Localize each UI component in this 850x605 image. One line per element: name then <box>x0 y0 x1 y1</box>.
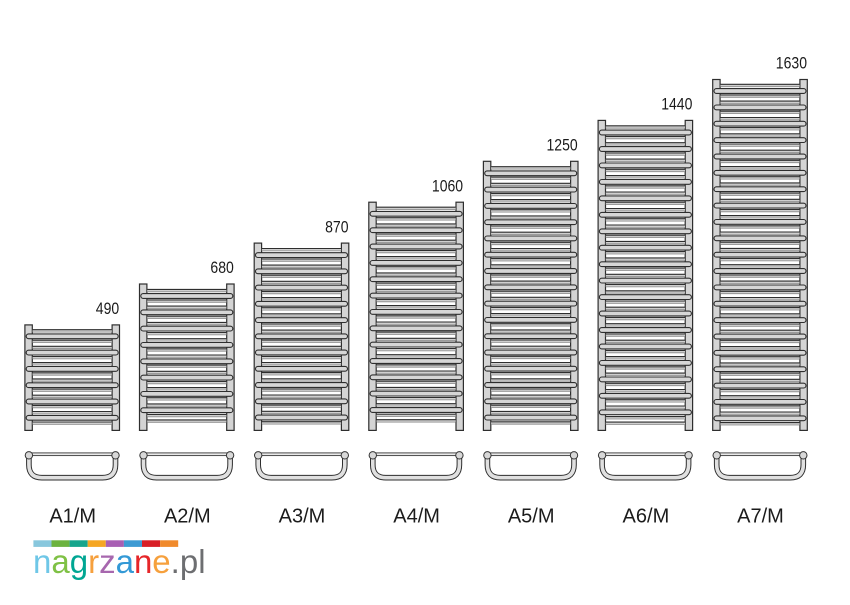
svg-text:A7/M: A7/M <box>737 506 784 528</box>
svg-text:A3/M: A3/M <box>279 506 326 528</box>
svg-text:A2/M: A2/M <box>164 506 211 528</box>
svg-text:A6/M: A6/M <box>623 506 670 528</box>
svg-text:1250: 1250 <box>547 136 578 155</box>
svg-text:A1/M: A1/M <box>49 506 96 528</box>
svg-text:1440: 1440 <box>661 95 692 114</box>
svg-text:680: 680 <box>210 258 233 277</box>
svg-text:870: 870 <box>325 217 348 236</box>
svg-text:1630: 1630 <box>776 54 807 73</box>
svg-text:490: 490 <box>96 299 119 318</box>
svg-text:A5/M: A5/M <box>508 506 555 528</box>
svg-text:nagrzane.pl: nagrzane.pl <box>33 543 206 580</box>
svg-text:A4/M: A4/M <box>393 506 440 528</box>
svg-text:1060: 1060 <box>432 176 463 195</box>
